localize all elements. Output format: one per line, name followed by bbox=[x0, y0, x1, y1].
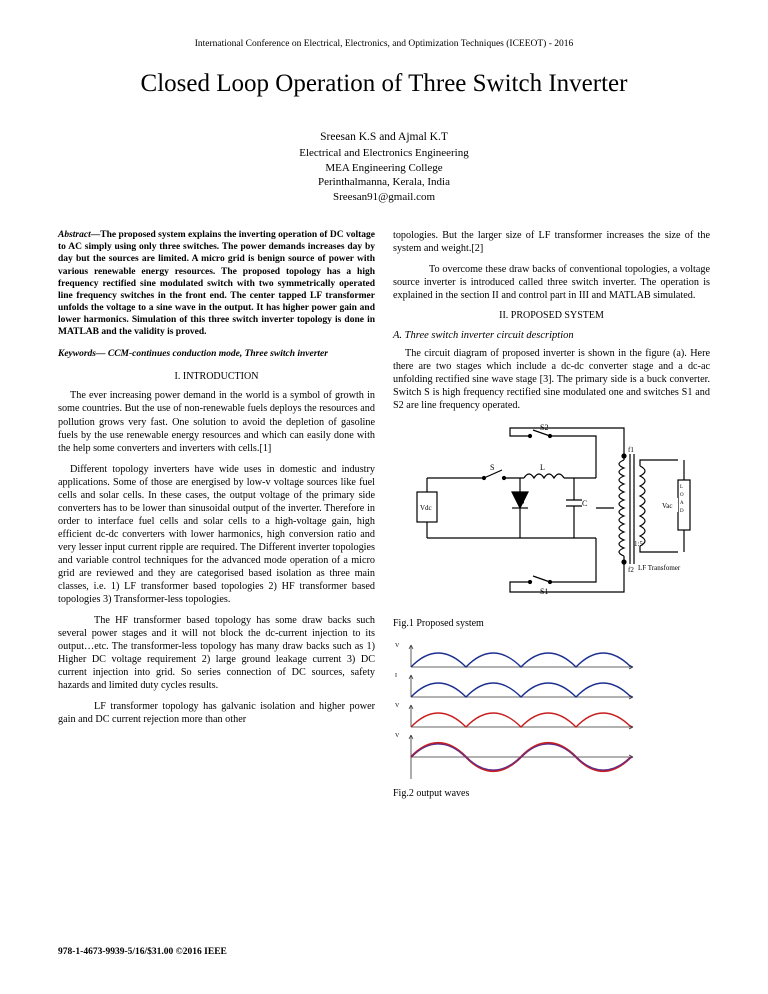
author-location: Perinthalmanna, Kerala, India bbox=[58, 175, 710, 190]
label-lf-transformer: LF Transfomer bbox=[638, 564, 681, 572]
label-vdc: Vdc bbox=[420, 504, 432, 512]
label-c: C bbox=[582, 499, 587, 508]
wave-label-2: I bbox=[395, 673, 397, 679]
left-column: Abstract—The proposed system explains th… bbox=[58, 229, 375, 806]
subsection-a-head: A. Three switch inverter circuit descrip… bbox=[393, 329, 710, 342]
intro-p2: Different topology inverters have wide u… bbox=[58, 463, 375, 607]
right-p3: The circuit diagram of proposed inverter… bbox=[393, 347, 710, 412]
label-f2: f2 bbox=[628, 566, 634, 574]
circuit-diagram: S2 f1 S L D1 C Vdc Vac 1:5 S1 f2 L O A D… bbox=[402, 420, 702, 615]
fig1-caption: Fig.1 Proposed system bbox=[393, 618, 710, 631]
authors-block: Sreesan K.S and Ajmal K.T Electrical and… bbox=[58, 130, 710, 205]
label-load: L bbox=[680, 485, 683, 490]
two-column-layout: Abstract—The proposed system explains th… bbox=[58, 229, 710, 806]
wave-label-1: V bbox=[395, 643, 400, 649]
author-college: MEA Engineering College bbox=[58, 161, 710, 176]
author-names: Sreesan K.S and Ajmal K.T bbox=[58, 130, 710, 146]
abstract: Abstract—The proposed system explains th… bbox=[58, 229, 375, 338]
right-column: topologies. But the larger size of LF tr… bbox=[393, 229, 710, 806]
label-vac: Vac bbox=[662, 502, 673, 510]
right-p2: To overcome these draw backs of conventi… bbox=[393, 263, 710, 302]
output-waves: V I V V bbox=[393, 637, 643, 785]
intro-p3: The HF transformer based topology has so… bbox=[58, 614, 375, 692]
label-s: S bbox=[490, 463, 494, 472]
intro-p1: The ever increasing power demand in the … bbox=[58, 389, 375, 454]
label-d1: D1 bbox=[518, 495, 526, 504]
keywords: Keywords— CCM-continues conduction mode,… bbox=[58, 348, 375, 360]
abstract-text: The proposed system explains the inverti… bbox=[58, 230, 375, 337]
footer-copyright: 978-1-4673-9939-5/16/$31.00 ©2016 IEEE bbox=[58, 946, 227, 958]
svg-text:D: D bbox=[680, 509, 684, 514]
svg-text:O: O bbox=[680, 493, 684, 498]
right-p1: topologies. But the larger size of LF tr… bbox=[393, 229, 710, 255]
author-dept: Electrical and Electronics Engineering bbox=[58, 146, 710, 161]
author-email: Sreesan91@gmail.com bbox=[58, 190, 710, 205]
abstract-label: Abstract— bbox=[58, 230, 100, 240]
intro-p4: LF transformer topology has galvanic iso… bbox=[58, 700, 375, 726]
svg-text:A: A bbox=[680, 501, 684, 506]
section-1-head: I. INTRODUCTION bbox=[58, 371, 375, 384]
label-s2: S2 bbox=[540, 423, 548, 432]
keywords-text: CCM-continues conduction mode, Three swi… bbox=[108, 349, 328, 359]
label-l: L bbox=[540, 463, 545, 472]
wave-label-4: V bbox=[395, 733, 400, 739]
fig2-caption: Fig.2 output waves bbox=[393, 788, 710, 801]
label-f1: f1 bbox=[628, 446, 634, 454]
section-2-head: II. PROPOSED SYSTEM bbox=[393, 310, 710, 323]
paper-title: Closed Loop Operation of Three Switch In… bbox=[58, 68, 710, 100]
label-ratio: 1:5 bbox=[634, 540, 643, 548]
conference-header: International Conference on Electrical, … bbox=[58, 38, 710, 50]
keywords-label: Keywords— bbox=[58, 349, 108, 359]
label-s1: S1 bbox=[540, 587, 548, 596]
wave-label-3: V bbox=[395, 703, 400, 709]
